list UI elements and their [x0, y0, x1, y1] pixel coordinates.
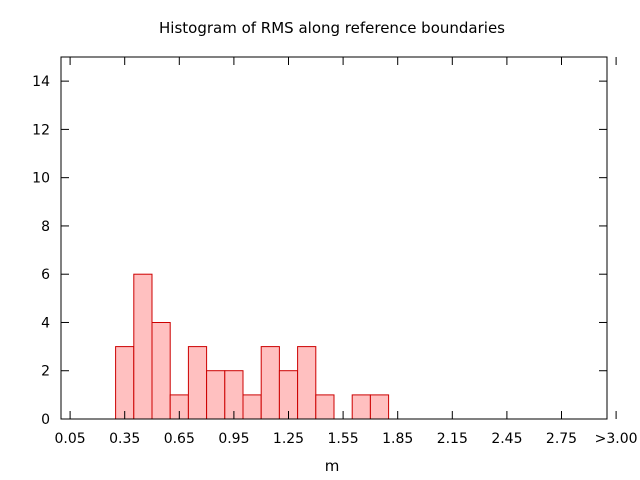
x-tick-label: 0.95 — [218, 431, 249, 447]
x-tick-label: 0.65 — [164, 431, 195, 447]
histogram-bar — [260, 346, 280, 420]
histogram-bar — [242, 394, 262, 420]
histogram-bar — [115, 346, 135, 420]
x-tick-label: 1.85 — [382, 431, 413, 447]
y-axis: 0 2 4 6 8 10 12 14 — [32, 74, 607, 428]
x-tick-label: 0.35 — [109, 431, 140, 447]
chart-title: Histogram of RMS along reference boundar… — [159, 19, 505, 37]
x-tick-label: 2.15 — [437, 431, 468, 447]
y-tick-label: 6 — [41, 267, 50, 283]
x-tick-label: 2.45 — [491, 431, 522, 447]
plot-frame — [60, 56, 608, 420]
y-tick-label: 0 — [41, 412, 50, 428]
x-tick-label: 1.55 — [328, 431, 359, 447]
y-tick-label: 10 — [32, 171, 50, 187]
x-axis-label: m — [325, 457, 340, 475]
x-tick-label: 2.75 — [546, 431, 577, 447]
x-tick-label: 1.25 — [273, 431, 304, 447]
histogram-bar — [351, 394, 371, 420]
y-tick-label: 2 — [41, 364, 50, 380]
histogram-bar — [369, 394, 390, 420]
y-tick-label: 4 — [41, 315, 50, 331]
y-tick-label: 12 — [32, 122, 50, 138]
bars-group — [115, 273, 390, 420]
histogram-bar — [315, 394, 335, 420]
histogram-bar — [206, 370, 226, 420]
x-tick-label: >3.00 — [595, 431, 638, 447]
histogram-bar — [151, 322, 171, 420]
y-tick-label: 8 — [41, 219, 50, 235]
histogram-bar — [297, 346, 317, 420]
x-tick-label: 0.05 — [55, 431, 86, 447]
histogram-bar — [133, 273, 153, 420]
x-axis: 0.05 0.35 0.65 0.95 1.25 1.55 1.85 2.15 2.45 2.75… — [55, 57, 638, 447]
histogram-bar — [187, 346, 208, 420]
y-tick-label: 14 — [32, 74, 50, 90]
